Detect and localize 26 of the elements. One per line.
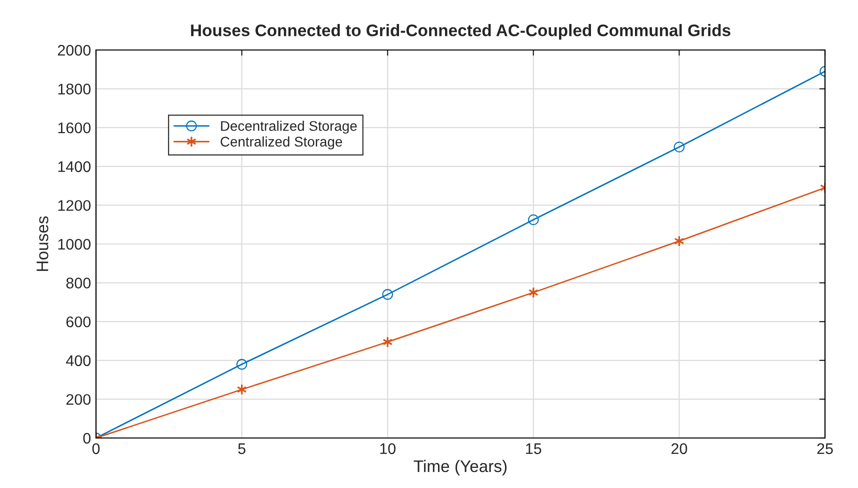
x-tick-label: 10 — [380, 443, 396, 454]
point — [382, 289, 393, 300]
y-tick-label: 1000 — [58, 238, 91, 250]
chart-title: Houses Connected to Grid-Connected AC-Coupled Communal Grids — [191, 24, 730, 40]
y-tick-label: 0 — [83, 432, 91, 444]
x-tick-label: 20 — [671, 443, 688, 454]
point — [236, 358, 248, 370]
y-tick-label: 400 — [66, 355, 91, 366]
y-tick-label: 1800 — [58, 84, 91, 94]
legend-label: Centralized Storage — [220, 136, 342, 150]
point — [528, 214, 539, 226]
point — [674, 142, 685, 152]
x-tick-label: 0 — [92, 443, 100, 454]
y-tick-label: 1600 — [58, 122, 91, 134]
y-tick-label: 2000 — [58, 44, 91, 56]
legend-label: Decentralized Storage — [221, 120, 357, 134]
y-tick-label: 600 — [66, 316, 91, 328]
y-tick-label: 800 — [66, 278, 91, 288]
y-tick-label: 1200 — [58, 200, 91, 211]
x-tick-label: 5 — [238, 443, 246, 454]
x-tick-label: 25 — [817, 443, 833, 454]
y-axis-title: Houses — [36, 216, 48, 271]
x-axis-title: Time (Years) — [414, 460, 507, 476]
y-tick-label: 200 — [66, 394, 91, 405]
y-tick-label: 1400 — [58, 161, 91, 172]
x-tick-label: 15 — [526, 443, 542, 454]
